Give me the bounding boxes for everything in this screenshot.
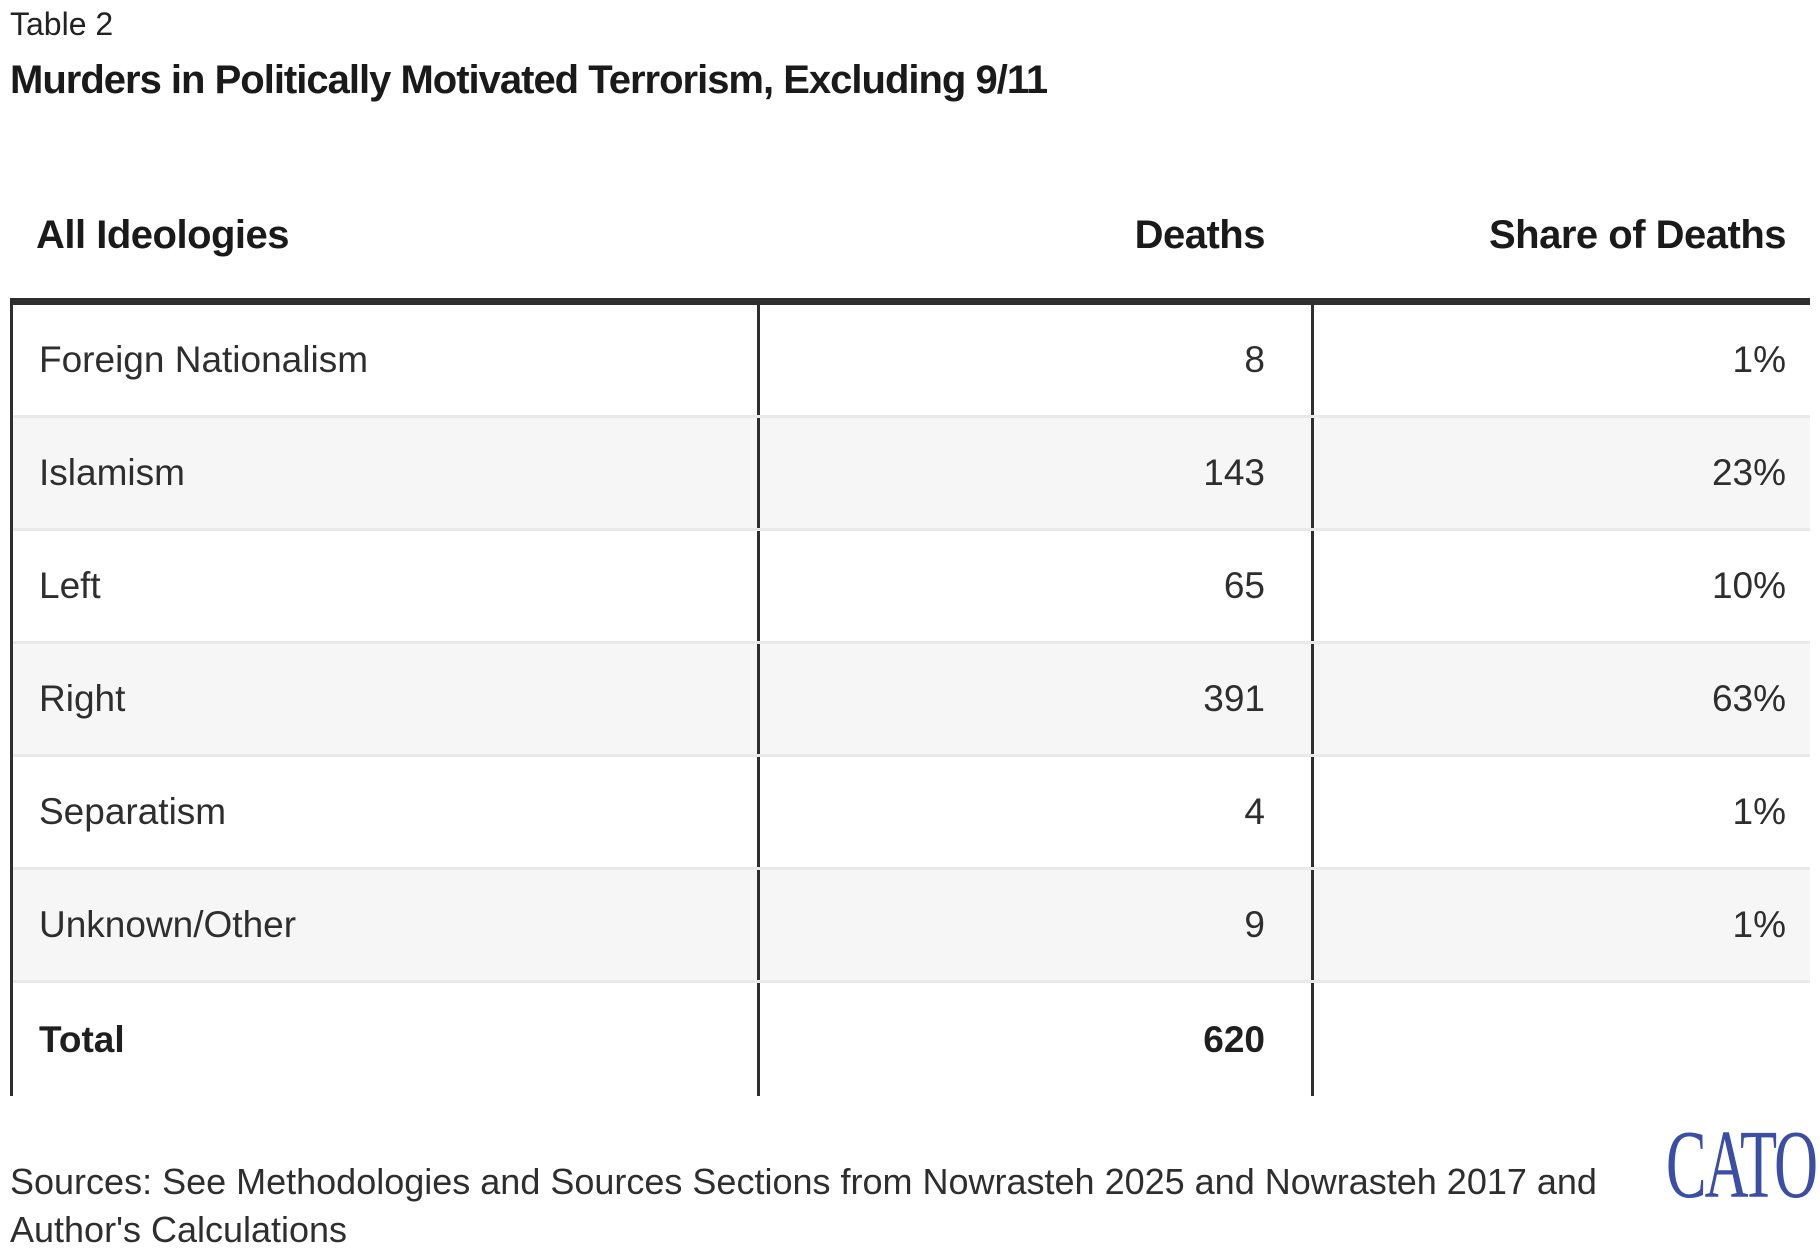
column-header-deaths: Deaths [1134,212,1266,257]
total-deaths-cell: 620 [760,983,1314,1096]
share-cell: 1% [1732,904,1786,945]
column-header-share: Share of Deaths [1488,212,1787,257]
table-row: Separatism 4 1% [13,757,1810,870]
deaths-cell: 9 [760,870,1314,980]
deaths-cell: 391 [760,644,1314,754]
data-table: Foreign Nationalism 8 1% Islamism 143 23… [10,298,1810,1096]
total-label-cell: Total [13,983,760,1096]
ideology-cell: Islamism [13,418,760,528]
table-label: Table 2 [10,6,114,42]
table-row: Left 65 10% [13,531,1810,644]
table-row: Foreign Nationalism 8 1% [13,305,1810,418]
share-cell: 23% [1711,452,1786,493]
total-share-cell [1314,983,1810,1096]
sources-note: Sources: See Methodologies and Sources S… [10,1161,1597,1250]
ideology-cell: Left [13,531,760,641]
ideology-cell: Unknown/Other [13,870,760,980]
deaths-cell: 143 [760,418,1314,528]
ideology-cell: Foreign Nationalism [13,305,760,415]
share-cell: 1% [1732,791,1786,832]
share-cell: 63% [1711,678,1786,719]
share-cell: 1% [1732,339,1786,380]
column-header-ideology: All Ideologies [36,212,290,257]
table-header-row: All Ideologies Deaths Share of Deaths [10,212,1810,258]
table-row: Right 391 63% [13,644,1810,757]
cato-logo: CATO [1665,1111,1818,1219]
ideology-cell: Right [13,644,760,754]
total-row: Total 620 [13,983,1810,1096]
page-title: Murders in Politically Motivated Terrori… [10,58,1048,102]
share-cell: 10% [1711,565,1786,606]
deaths-cell: 65 [760,531,1314,641]
table-row: Islamism 143 23% [13,418,1810,531]
table-row: Unknown/Other 9 1% [13,870,1810,983]
deaths-cell: 4 [760,757,1314,867]
deaths-cell: 8 [760,305,1314,415]
ideology-cell: Separatism [13,757,760,867]
